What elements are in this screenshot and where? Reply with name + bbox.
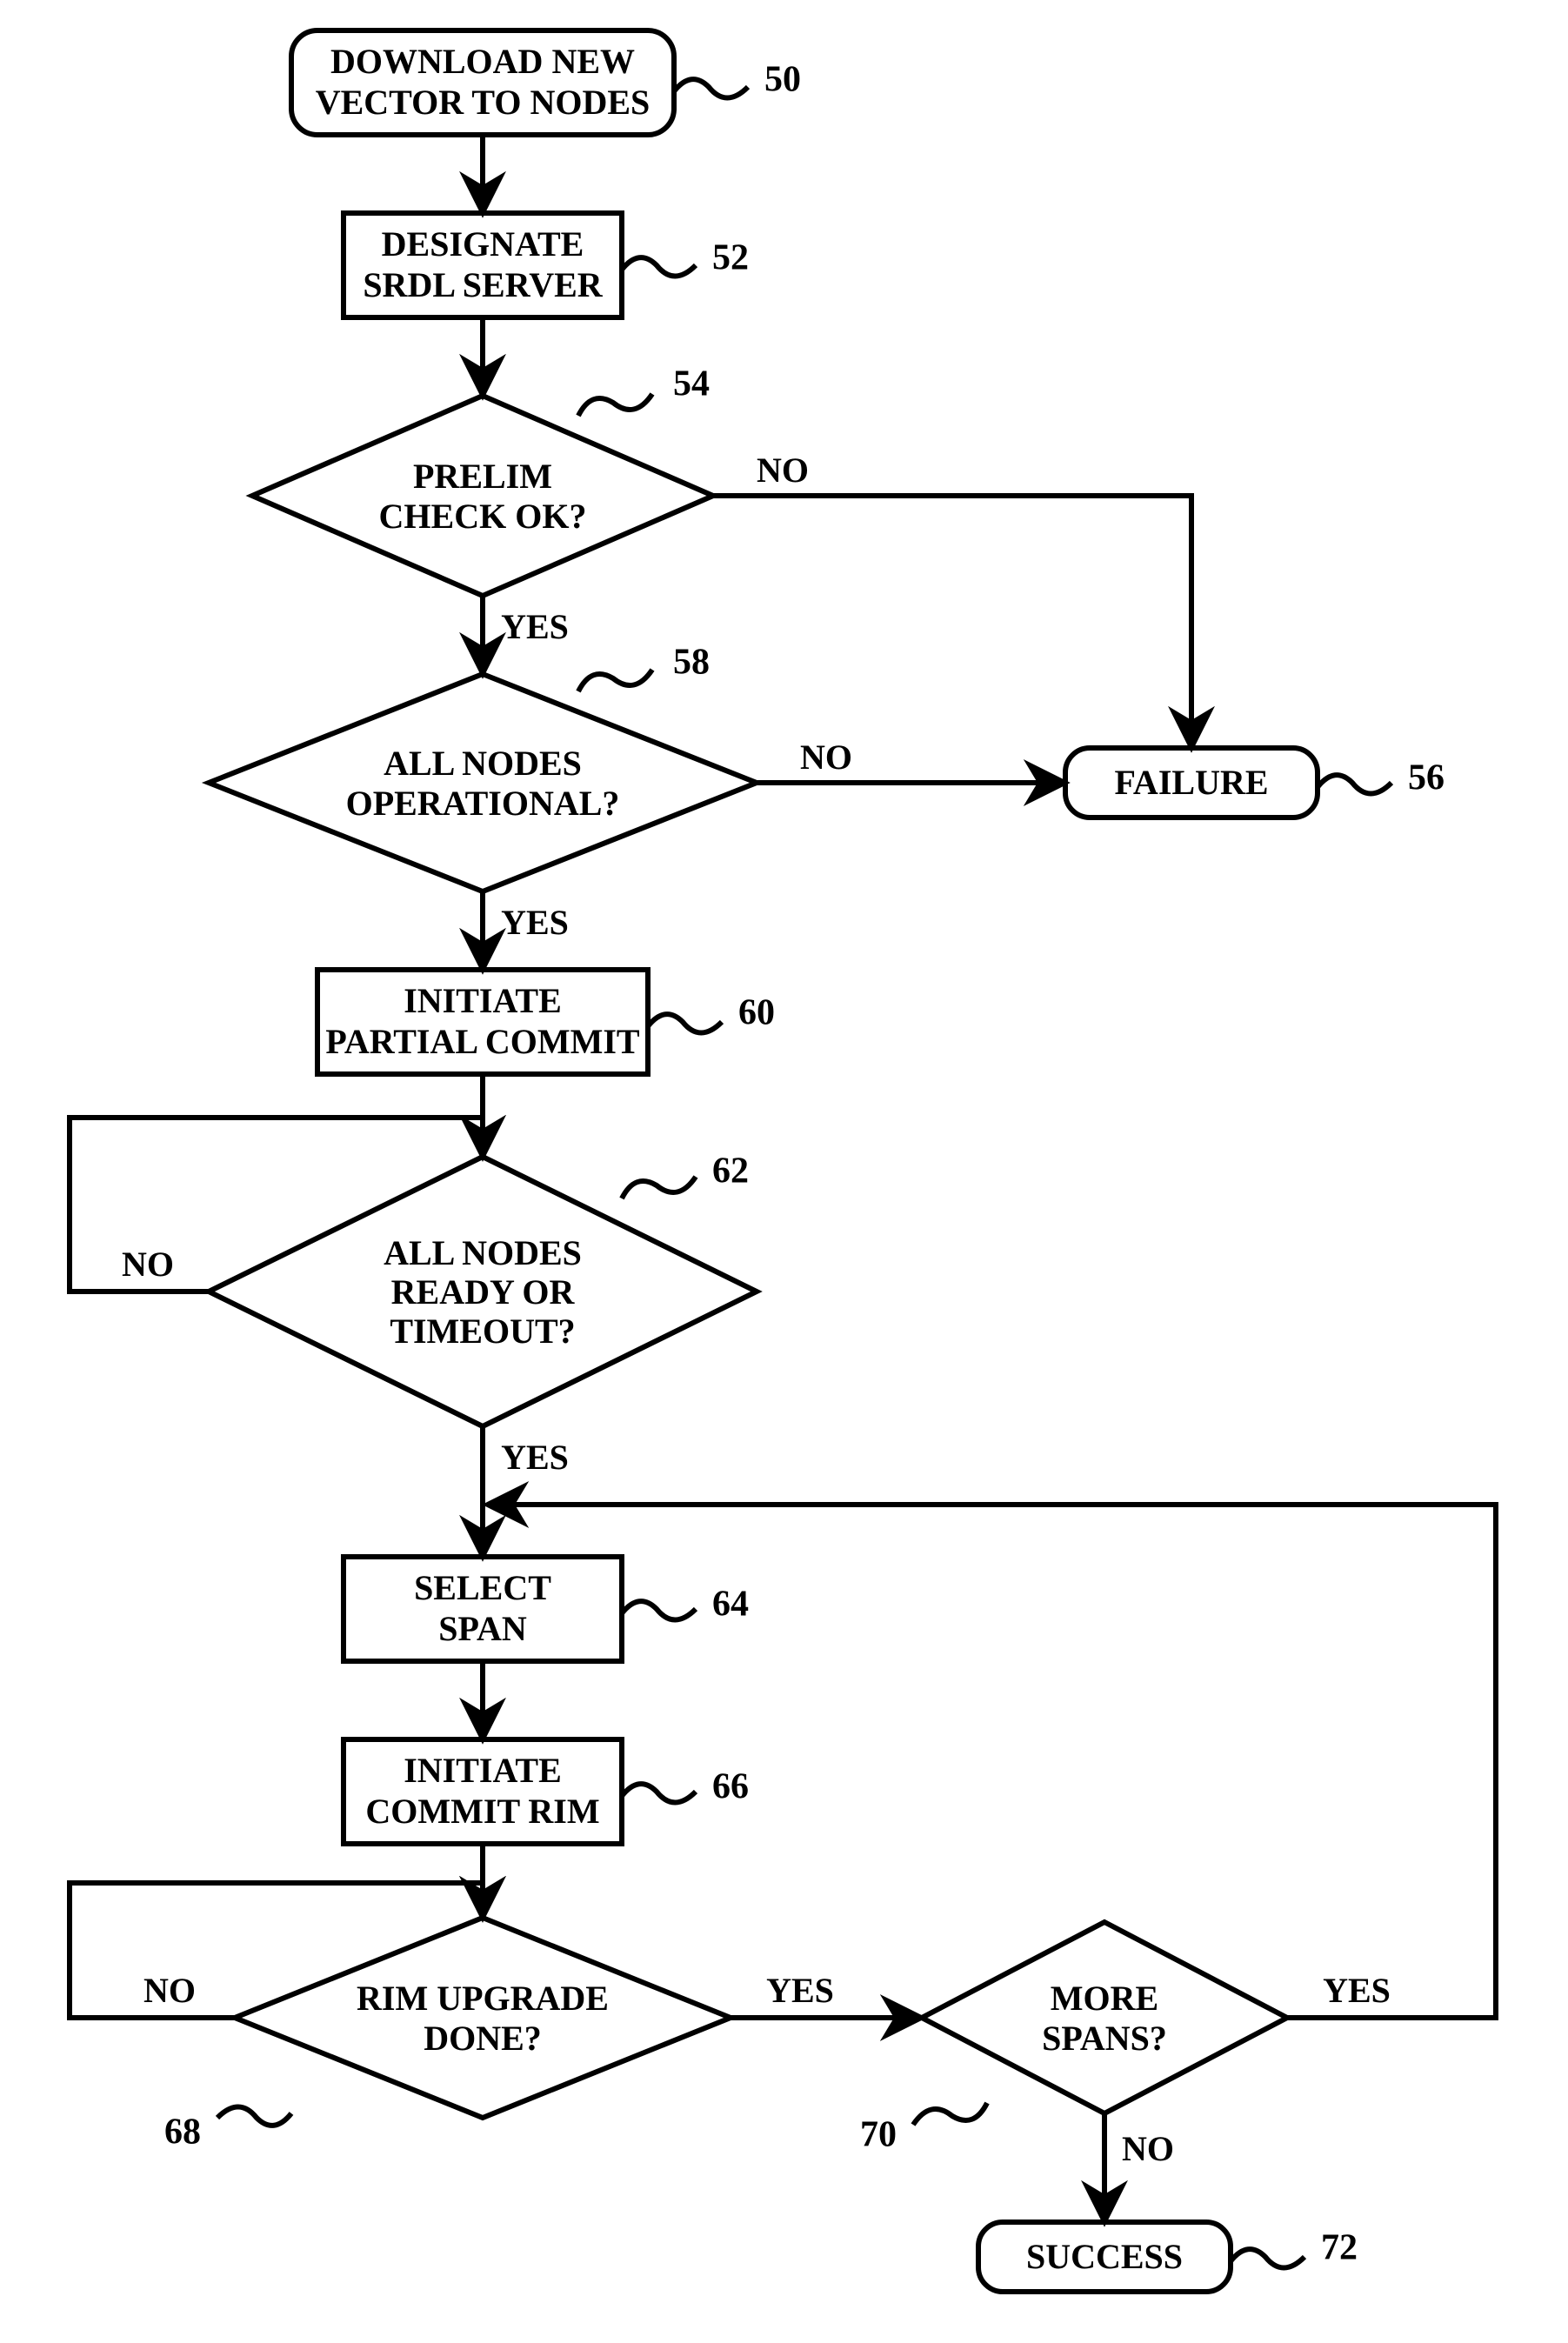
ref-label: 54 (673, 364, 710, 404)
node-ready-timeout: ALL NODES READY OR TIMEOUT? 62 (209, 1151, 757, 1426)
node-text: PARTIAL COMMIT (325, 1022, 640, 1061)
node-text: SPAN (438, 1609, 527, 1648)
node-text: VECTOR TO NODES (316, 83, 651, 122)
edge-label: YES (766, 1971, 834, 2010)
node-text: DOWNLOAD NEW (330, 42, 635, 81)
edge-label: YES (501, 903, 569, 942)
edge-label: NO (800, 738, 852, 777)
node-select-span: SELECT SPAN 64 (344, 1557, 749, 1661)
ref-label: 64 (712, 1585, 749, 1625)
edge-label: NO (757, 451, 809, 490)
edge-label: YES (501, 607, 569, 646)
edge-label: NO (1122, 2129, 1174, 2168)
node-text: INITIATE (404, 1751, 562, 1790)
edge-label: YES (501, 1438, 569, 1477)
node-partial-commit: INITIATE PARTIAL COMMIT 60 (317, 970, 775, 1074)
node-text: OPERATIONAL? (346, 784, 620, 823)
edge-label: NO (122, 1245, 174, 1284)
node-rim-done: RIM UPGRADE DONE? 68 (164, 1918, 731, 2153)
ref-label: 66 (712, 1767, 749, 1807)
node-failure: FAILURE 56 (1065, 748, 1445, 818)
node-text: FAILURE (1114, 763, 1268, 802)
node-text: MORE (1051, 1979, 1158, 2018)
node-all-operational: ALL NODES OPERATIONAL? 58 (209, 643, 757, 891)
ref-label: 56 (1408, 758, 1445, 798)
node-text: TIMEOUT? (390, 1312, 575, 1351)
ref-label: 60 (738, 993, 775, 1033)
node-text: SPANS? (1042, 2019, 1167, 2058)
ref-label: 50 (764, 60, 801, 100)
node-text: DONE? (424, 2019, 542, 2058)
node-text: DESIGNATE (382, 224, 584, 264)
edge-54-56 (713, 496, 1191, 744)
node-text: ALL NODES (384, 1233, 582, 1272)
ref-label: 70 (860, 2115, 897, 2155)
node-prelim-check: PRELIM CHECK OK? 54 (252, 364, 713, 596)
node-success: SUCCESS 72 (978, 2222, 1358, 2292)
ref-label: 72 (1321, 2228, 1358, 2268)
node-commit-rim: INITIATE COMMIT RIM 66 (344, 1739, 749, 1844)
edge-70-64 (491, 1505, 1496, 2018)
node-text: ALL NODES (384, 744, 582, 783)
node-text: RIM UPGRADE (357, 1979, 609, 2018)
node-text: READY OR (391, 1272, 576, 1312)
node-text: SUCCESS (1026, 2237, 1183, 2276)
ref-label: 68 (164, 2113, 201, 2153)
node-text: CHECK OK? (379, 497, 587, 536)
node-designate-server: DESIGNATE SRDL SERVER 52 (344, 213, 749, 317)
node-more-spans: MORE SPANS? 70 (860, 1922, 1287, 2155)
edge-label: NO (143, 1971, 196, 2010)
flowchart-diagram: DOWNLOAD NEW VECTOR TO NODES 50 DESIGNAT… (0, 0, 1568, 2343)
ref-label: 58 (673, 643, 710, 683)
edge-label: YES (1323, 1971, 1391, 2010)
ref-label: 52 (712, 238, 749, 278)
node-text: SRDL SERVER (363, 265, 603, 304)
ref-label: 62 (712, 1151, 749, 1192)
node-download-vector: DOWNLOAD NEW VECTOR TO NODES 50 (291, 30, 801, 135)
node-text: SELECT (414, 1568, 551, 1607)
node-text: INITIATE (404, 981, 562, 1020)
node-text: COMMIT RIM (365, 1792, 599, 1831)
node-text: PRELIM (413, 457, 552, 496)
